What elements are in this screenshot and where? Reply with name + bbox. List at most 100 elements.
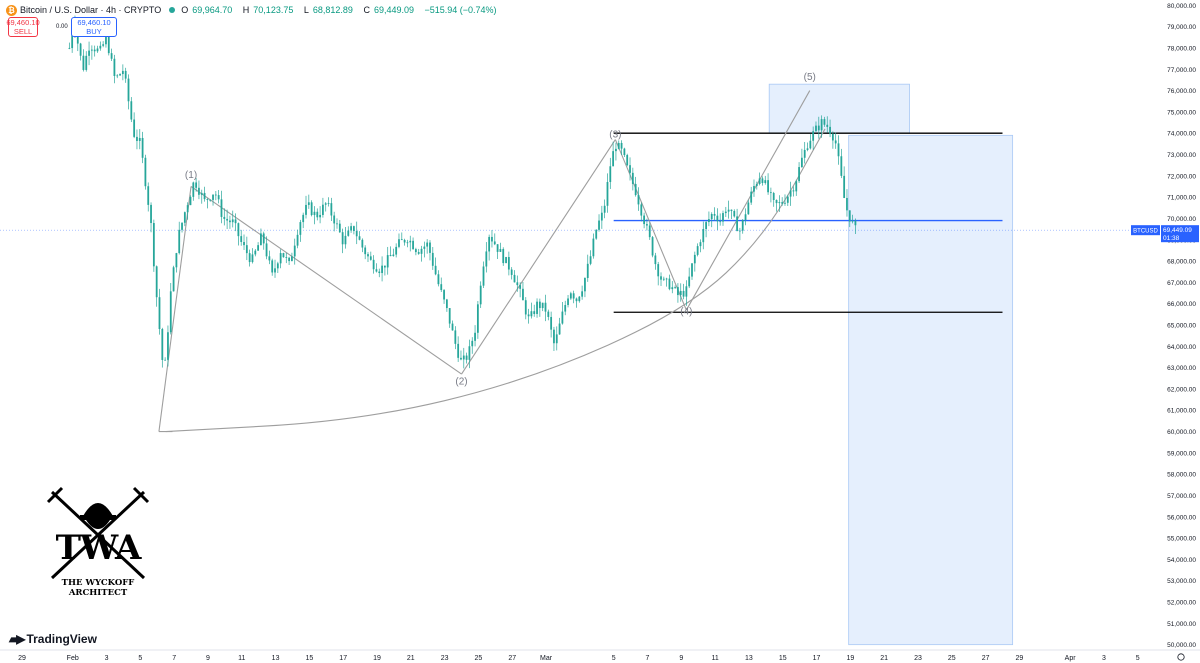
sell-button[interactable]: 69,460.10 SELL (6, 17, 40, 37)
candle-body (840, 156, 843, 176)
candle-body (457, 343, 460, 358)
candle-55 (223, 208, 226, 226)
candle-133 (443, 289, 445, 304)
candle-123 (414, 247, 417, 256)
candle-27 (144, 154, 147, 190)
candle-113 (386, 246, 389, 275)
candle-8 (90, 45, 93, 60)
candle-body (130, 101, 133, 120)
candle-135 (448, 308, 451, 328)
candle-body (443, 290, 445, 300)
candle-body (462, 355, 465, 360)
candle-132 (440, 277, 443, 292)
candle-84 (305, 195, 307, 219)
price-tick-label: 70,000.00 (1167, 216, 1196, 223)
candle-94 (333, 211, 336, 232)
candle-body (316, 211, 319, 218)
candle-body (460, 357, 462, 360)
candle-body (412, 240, 414, 250)
candle-6 (85, 51, 88, 72)
candle-158 (513, 270, 516, 283)
tradingview-name: TradingView (26, 632, 97, 646)
candle-66 (254, 249, 257, 257)
candle-59 (234, 213, 237, 232)
buy-button[interactable]: 69,460.10 BUY (71, 17, 117, 37)
symbol-tag: BTCUSD (1133, 229, 1158, 235)
symbol-title[interactable]: Bitcoin / U.S. Dollar · 4h · CRYPTO (20, 5, 162, 15)
candle-114 (389, 246, 392, 257)
time-tick-label: 15 (305, 655, 313, 662)
candle-body (668, 278, 671, 290)
candle-body (710, 214, 713, 220)
price-tick-label: 60,000.00 (1167, 429, 1196, 436)
price-tag-countdown: 01:38 (1163, 235, 1180, 242)
candle-body (677, 287, 679, 296)
candle-205 (646, 218, 648, 231)
candle-body (550, 316, 553, 330)
candle-138 (457, 336, 460, 362)
candle-255 (786, 194, 789, 206)
candle-body (727, 209, 730, 212)
candle-body (68, 47, 71, 49)
candle-37 (172, 265, 175, 292)
candle-body (615, 148, 617, 152)
candle-78 (288, 256, 291, 265)
time-tick-label: Feb (67, 655, 79, 662)
candle-98 (344, 226, 347, 249)
ohlc-values: O 69,964.70 H 70,123.75 L 68,812.89 C 69,449… (181, 5, 497, 15)
logo-title: TWA (55, 528, 142, 568)
candle-body (510, 269, 513, 275)
settings-gear-icon (1177, 653, 1185, 661)
candle-128 (429, 240, 431, 261)
candle-54 (220, 190, 223, 224)
candle-body (719, 221, 722, 223)
candle-body (648, 225, 651, 238)
price-axis[interactable]: 50,000.00 51,000.00 52,000.00 53,000.00 54,0… (1140, 0, 1200, 650)
candle-body (837, 143, 840, 157)
candle-body (274, 268, 276, 273)
candle-171 (550, 311, 553, 338)
candle-body (417, 252, 420, 254)
candle-body (753, 186, 755, 192)
candle-53 (217, 190, 220, 204)
price-tick-label: 80,000.00 (1167, 3, 1196, 10)
candle-body (254, 250, 257, 255)
candle-277 (848, 210, 851, 228)
candle-body (671, 287, 674, 290)
candle-275 (843, 166, 846, 199)
candle-79 (291, 252, 293, 262)
candle-body (609, 166, 612, 183)
price-tick-label: 58,000.00 (1167, 472, 1196, 479)
candle-body (507, 257, 510, 270)
candle-body (172, 267, 175, 292)
candle-body (107, 35, 110, 54)
candle-body (189, 196, 192, 206)
candle-211 (662, 276, 665, 282)
candle-body (265, 243, 268, 257)
spread-value: 0.00 (56, 24, 68, 30)
candle-body (547, 311, 550, 317)
candle-256 (789, 181, 792, 206)
time-axis[interactable]: 29 Feb 3 5 7 9 11 13 15 17 19 21 23 25 27 Mar 5 7 9 11 13 15 1… (0, 649, 1200, 662)
wave-line-2 (190, 186, 462, 375)
candle-251 (775, 199, 778, 212)
candle-64 (248, 249, 251, 267)
candle-body (471, 340, 474, 347)
candle-11 (99, 41, 102, 51)
candle-150 (491, 230, 493, 248)
candle-body (769, 192, 772, 194)
candle-body (181, 222, 183, 230)
candle-body (409, 240, 412, 243)
candle-207 (651, 235, 654, 258)
candle-208 (654, 252, 657, 270)
candle-185 (589, 250, 592, 266)
candle-29 (150, 202, 152, 233)
logo-subtitle: THE WYCKOFF ARCHITECT (61, 578, 135, 598)
candle-body (395, 246, 398, 255)
candle-body (623, 148, 626, 156)
candle-body (124, 70, 127, 79)
candle-147 (482, 261, 485, 288)
tradingview-logo[interactable]: ▰▶ TradingView (9, 632, 97, 646)
candle-body (383, 265, 386, 268)
